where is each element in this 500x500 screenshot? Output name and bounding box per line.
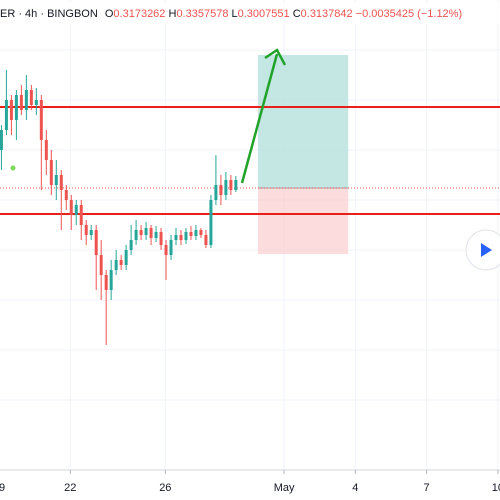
symbol: ER · 4h · BINGBON	[0, 8, 98, 20]
candle-body	[49, 160, 53, 185]
indicator-dot	[10, 165, 16, 171]
candle-body	[99, 255, 103, 275]
candle-body	[4, 100, 8, 130]
candle-body	[19, 95, 23, 110]
arrow-head	[264, 48, 287, 66]
open-value: 0.3173262	[113, 8, 165, 20]
candle-body	[234, 180, 238, 190]
candle-body	[139, 230, 143, 235]
high-label: H	[168, 8, 176, 20]
open-label: O	[105, 8, 114, 20]
candle-body	[179, 235, 183, 240]
candle-body	[24, 90, 28, 110]
candle-body	[109, 270, 113, 290]
candle-body	[144, 228, 148, 235]
candle-body	[89, 230, 93, 235]
candle-body	[154, 232, 158, 238]
candle-body	[194, 230, 198, 236]
candle-body	[119, 260, 123, 265]
candle-body	[184, 232, 188, 240]
candle-body	[164, 245, 168, 255]
projection-arrow	[240, 53, 279, 184]
x-tick-label: 7	[424, 482, 430, 494]
candle-body	[34, 100, 38, 105]
candle-body	[124, 250, 128, 265]
candle-body	[44, 140, 48, 160]
loss-zone	[257, 188, 349, 254]
candle-body	[224, 180, 228, 195]
x-tick-label: 22	[64, 482, 76, 494]
candle-body	[39, 100, 43, 140]
high-value: 0.3357578	[176, 8, 228, 20]
play-button[interactable]	[465, 229, 500, 271]
x-tick-label: May	[274, 482, 295, 494]
change: −0.0035425 (−1.12%)	[356, 8, 462, 20]
candle-body	[94, 230, 98, 255]
candle-body	[189, 232, 193, 236]
candle-body	[54, 175, 58, 185]
candle-body	[169, 240, 173, 255]
header-bg	[0, 2, 500, 24]
low-value: 0.3007551	[238, 8, 290, 20]
candle-body	[214, 185, 218, 200]
candle-body	[134, 230, 138, 240]
close-value: 0.3137842	[301, 8, 353, 20]
x-tick-label: 4	[352, 482, 358, 494]
header: ER · 4h · BINGBON O0.3173262 H0.3357578 …	[0, 8, 462, 20]
candle-body	[79, 205, 83, 225]
profit-zone	[257, 55, 349, 188]
candle-body	[59, 175, 63, 190]
candle-body	[159, 232, 163, 245]
candle-body	[209, 200, 213, 245]
low-label: L	[232, 8, 238, 20]
candle-body	[14, 95, 18, 120]
candle-body	[69, 200, 73, 215]
x-tick-label: 10	[492, 482, 500, 494]
candle-body	[129, 240, 133, 250]
candle-body	[74, 205, 78, 215]
candle-body	[29, 90, 33, 105]
candle-body	[204, 235, 208, 245]
candle-body	[0, 130, 3, 150]
play-icon[interactable]	[481, 243, 492, 257]
candle-body	[199, 230, 203, 235]
x-tick-label: 26	[159, 482, 171, 494]
candle-body	[9, 100, 13, 120]
candle-body	[104, 275, 108, 290]
candle-body	[149, 228, 153, 238]
close-label: C	[293, 8, 301, 20]
candle-body	[64, 190, 68, 200]
candle-body	[219, 185, 223, 195]
x-tick-label: 19	[0, 482, 5, 494]
candle-body	[84, 225, 88, 235]
candle-body	[229, 180, 233, 190]
candle-body	[174, 235, 178, 240]
candle-body	[114, 260, 118, 270]
